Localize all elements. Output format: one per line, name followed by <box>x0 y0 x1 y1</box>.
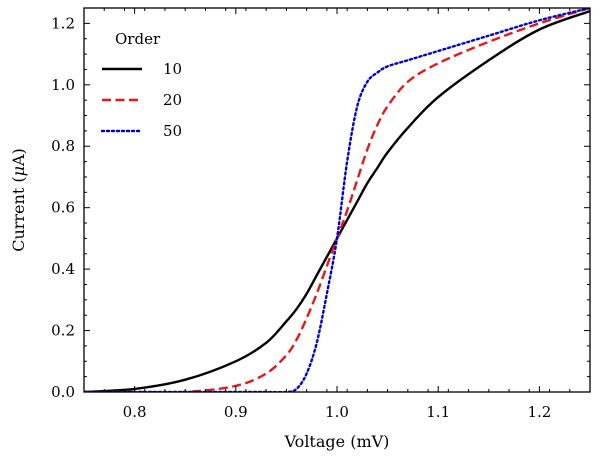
legend-label-10: 10 <box>163 60 182 78</box>
x-tick-label: 0.8 <box>123 403 147 421</box>
series-line-20 <box>84 8 590 392</box>
legend-label-20: 20 <box>163 91 182 109</box>
x-tick-label: 1.1 <box>426 403 450 421</box>
legend-label-50: 50 <box>163 122 182 140</box>
x-tick-label: 1.2 <box>527 403 551 421</box>
series-line-10 <box>84 9 590 392</box>
series-layer <box>84 8 590 392</box>
series-line-50 <box>84 8 590 392</box>
x-tick-label: 0.9 <box>224 403 248 421</box>
y-tick-label: 1.2 <box>51 14 75 32</box>
y-axis-label-unit: A) <box>9 148 28 167</box>
x-tick-label: 1.0 <box>325 403 349 421</box>
ticks-layer: 0.8 0.9 1.0 1.1 1.2 0.0 0.2 0.4 0.6 0.8 1.0 1.2 <box>51 7 591 421</box>
y-axis-label: Current (μA) <box>9 148 28 252</box>
x-axis-label: Voltage (mV) <box>284 432 390 451</box>
y-tick-label: 1.0 <box>51 76 75 94</box>
legend-title: Order <box>115 30 161 48</box>
y-axis-label-mu: μ <box>9 166 28 176</box>
y-tick-label: 0.6 <box>51 199 75 217</box>
y-axis-label-main: Current ( <box>9 176 28 251</box>
y-tick-label: 0.0 <box>51 383 75 401</box>
plot-frame <box>83 7 591 393</box>
y-tick-label: 0.8 <box>51 137 75 155</box>
y-tick-label: 0.4 <box>51 260 75 278</box>
y-tick-label: 0.2 <box>51 322 75 340</box>
legend: Order 10 20 50 <box>100 30 182 140</box>
